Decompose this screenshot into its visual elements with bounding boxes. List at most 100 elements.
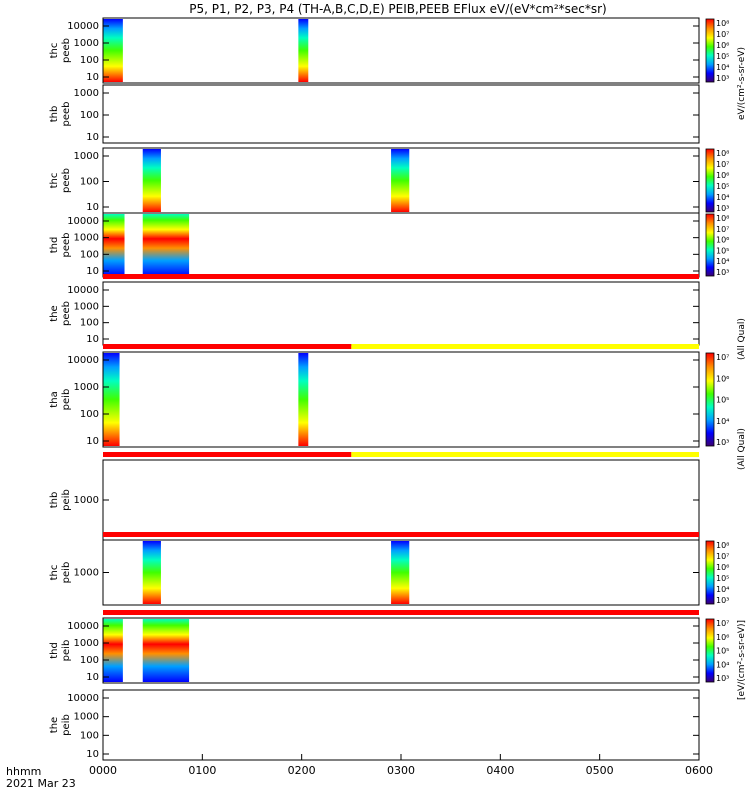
panel-7: 1000 thb peib	[49, 452, 700, 541]
colorbar-unit-label-3: [eV/(cm²-s-sr-eV)]	[737, 620, 747, 700]
colorbar-tick-label: 10⁶	[716, 41, 729, 50]
y-axis-label: thc	[49, 173, 60, 189]
y-tick-label: 10	[86, 436, 99, 447]
y-tick-label: 100	[80, 110, 99, 121]
colorbar-tick-label: 10⁴	[716, 257, 729, 266]
colorbar-tick-label: 10⁷	[716, 552, 729, 561]
y-tick-label: 100	[80, 655, 99, 666]
colorbar	[705, 213, 715, 277]
y-axis-label: thb	[49, 106, 60, 123]
y-tick-label: 100	[80, 409, 99, 420]
y-tick-label: 10000	[67, 355, 99, 366]
colorbar-tick-label: 10³	[716, 596, 729, 605]
spectrogram-block	[103, 619, 123, 682]
y-axis-label: peib	[61, 714, 72, 736]
spectrogram-block	[142, 214, 190, 276]
colorbar-tick-label: 10⁷	[716, 353, 729, 362]
colorbar-tick-label: 10⁸	[716, 19, 729, 28]
spectrogram-block	[142, 619, 190, 682]
x-tick-label: 0500	[586, 764, 614, 777]
y-axis-label: peeb	[61, 168, 72, 193]
colorbar-tick-label: 10⁴	[716, 63, 729, 72]
colorbar-tick-label: 10⁷	[716, 225, 729, 234]
y-tick-label: 100	[80, 318, 99, 329]
colorbar-tick-label: 10³	[716, 438, 729, 447]
panel-frame	[102, 84, 700, 144]
y-axis-label: the	[49, 717, 60, 733]
spectrogram-block	[391, 149, 410, 212]
panel-8: 1000 thc peib 10⁸ 10⁷ 10⁶ 10⁵ 10⁴ 10³	[49, 532, 729, 606]
y-axis-label: thd	[49, 237, 60, 254]
colorbar-tick-label: 10⁵	[716, 52, 729, 61]
colorbar-unit-label-1: eV/(cm²-s-sr-eV)	[737, 47, 747, 120]
spectrogram-block	[142, 541, 161, 604]
colorbar-tick-label: 10³	[716, 674, 729, 683]
panel-2: 1000 100 10 thb peeb	[49, 84, 700, 144]
y-axis-label: thc	[49, 43, 60, 59]
colorbar-tick-label: 10⁷	[716, 160, 729, 169]
spectrogram-block	[298, 353, 309, 446]
y-tick-label: 1000	[74, 568, 99, 579]
y-tick-label: 10000	[67, 693, 99, 704]
y-axis-label: thd	[49, 642, 60, 659]
y-axis-label: peeb	[61, 233, 72, 258]
spectrogram-block	[103, 353, 120, 446]
colorbar-tick-label: 10⁷	[716, 30, 729, 39]
quality-bar-segment	[103, 274, 699, 279]
y-tick-label: 10	[86, 132, 99, 143]
y-axis-label: peib	[61, 640, 72, 662]
y-axis-label: peib	[61, 489, 72, 511]
colorbar-tick-label: 10³	[716, 268, 729, 277]
colorbar-tick-label: 10⁶	[716, 236, 729, 245]
panel-frame	[102, 281, 700, 346]
panel-5: 10000 1000 100 10 the peeb	[49, 274, 700, 346]
y-tick-label: 1000	[74, 712, 99, 723]
y-tick-label: 1000	[74, 151, 99, 162]
y-tick-label: 10	[86, 202, 99, 213]
y-axis-label: peeb	[61, 38, 72, 63]
colorbar	[705, 18, 715, 83]
x-tick-label: 0300	[387, 764, 415, 777]
y-tick-label: 10	[86, 72, 99, 83]
y-tick-label: 10000	[67, 621, 99, 632]
colorbar-tick-label: 10⁵	[716, 396, 729, 405]
x-tick-label: 0200	[288, 764, 316, 777]
colorbar-unit-label-4: (All Qual)	[737, 428, 747, 470]
y-tick-label: 10	[86, 334, 99, 345]
y-tick-label: 100	[80, 249, 99, 260]
panel-frame	[102, 459, 700, 541]
panel-frame	[102, 351, 700, 448]
colorbar-tick-label: 10³	[716, 74, 729, 83]
time-label: hhmm	[6, 765, 41, 778]
colorbar-tick-label: 10⁸	[716, 541, 729, 550]
panel-1: 10000 1000 100 10 thc peeb 10⁸ 10⁷ 10⁶ 10⁵ 10⁴ 10³	[49, 17, 729, 84]
colorbar-tick-label: 10⁵	[716, 182, 729, 191]
colorbar-tick-label: 10⁶	[716, 374, 729, 383]
colorbar-tick-label: 10⁵	[716, 647, 729, 656]
colorbar	[705, 148, 715, 213]
y-tick-label: 10000	[67, 21, 99, 32]
panel-6: 10000 1000 100 10 tha peib 10⁷ 10⁶ 10⁵ 10⁴ 10³	[49, 344, 729, 448]
panel-9: 10000 1000 100 10 thd peib 10⁷ 10⁶ 10⁵ 10⁴ 10³	[49, 610, 729, 684]
colorbar-tick-label: 10⁴	[716, 417, 729, 426]
spectrogram-block	[298, 19, 309, 82]
colorbar-tick-label: 10³	[716, 204, 729, 213]
panel-frame	[102, 212, 700, 278]
colorbar	[705, 352, 715, 447]
y-tick-label: 1000	[74, 301, 99, 312]
colorbar-tick-label: 10⁴	[716, 585, 729, 594]
colorbar-tick-label: 10⁸	[716, 214, 729, 223]
spectrogram-block	[142, 149, 161, 212]
y-tick-label: 1000	[74, 382, 99, 393]
y-axis-label: thc	[49, 565, 60, 581]
y-axis-label: peib	[61, 389, 72, 411]
colorbar	[705, 540, 715, 605]
y-tick-label: 10	[86, 749, 99, 760]
x-tick-label: 0400	[486, 764, 514, 777]
colorbar-tick-label: 10⁶	[716, 563, 729, 572]
y-axis-label: thb	[49, 492, 60, 509]
y-axis-label: peib	[61, 562, 72, 584]
colorbar-tick-label: 10⁴	[716, 193, 729, 202]
y-tick-label: 10000	[67, 285, 99, 296]
